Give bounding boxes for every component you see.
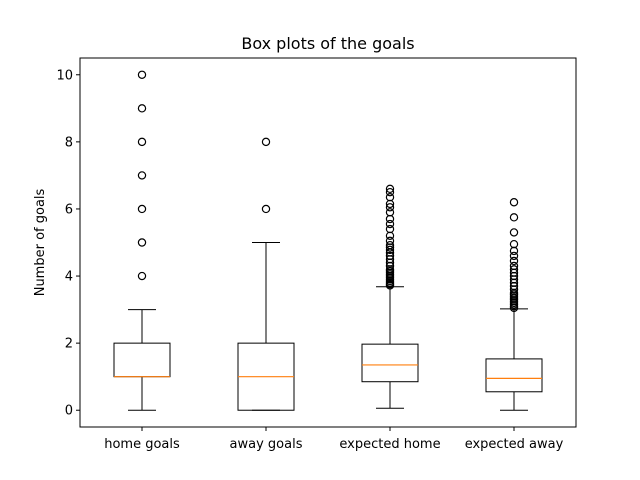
plot-frame [79,57,577,428]
outlier-point [137,104,147,113]
x-axis: home goals away goals expected home expecte… [104,427,564,452]
outlier-point [509,198,519,207]
box-iqr [113,342,171,378]
x-tick-label: expected home [339,437,440,452]
y-axis: 0 2 4 6 8 10 [56,68,80,419]
outlier-point [137,238,147,247]
box-group [361,184,419,409]
box-group [485,198,543,411]
outlier-point [261,137,271,147]
outlier-point [385,187,395,197]
outlier-point [509,265,519,274]
outlier-point [385,193,395,202]
outlier-point [509,261,519,271]
outlier-point [385,240,395,250]
outlier-point [509,213,519,222]
outlier-point [509,256,519,266]
outlier-point [509,239,519,249]
box-group [113,70,171,411]
outlier-point [137,70,147,79]
y-tick-label: 4 [65,270,73,285]
x-tick-label: expected away [465,437,564,452]
box-iqr [485,358,543,393]
outlier-point [385,251,395,261]
y-tick-label: 10 [56,68,73,83]
outlier-point [385,245,395,255]
outlier-point [385,219,395,229]
outlier-point [385,184,395,194]
chart-title: Box plots of the goals [241,34,414,53]
y-axis-label: Number of goals [33,188,48,296]
outlier-point [385,203,395,212]
plot-area [113,70,543,411]
box-iqr [361,343,419,383]
outlier-point [509,251,519,261]
y-tick-label: 0 [65,404,73,419]
y-tick-label: 8 [65,135,73,150]
outlier-point [137,171,147,180]
outlier-point [385,224,395,234]
outlier-point [137,204,147,214]
outlier-point [137,137,147,147]
box-group [237,137,295,411]
outlier-point [137,271,147,281]
y-tick-label: 2 [65,337,73,352]
outlier-point [261,204,271,214]
x-tick-label: away goals [230,437,303,452]
outlier-point [385,236,395,246]
y-tick-label: 6 [65,202,73,217]
x-tick-label: home goals [104,437,180,452]
outlier-point [385,208,395,217]
outlier-point [509,228,519,237]
